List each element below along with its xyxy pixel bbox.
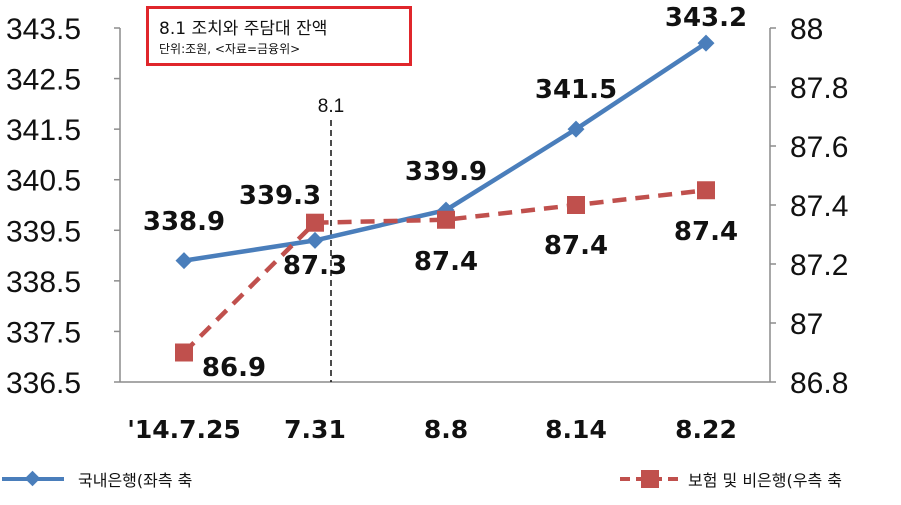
- right-tick-label: 88: [790, 13, 823, 46]
- legend-item-insurance: 보험 및 비은행(우측 축: [618, 465, 842, 493]
- data-label-insurance: 86.9: [202, 353, 266, 383]
- data-point-banks: [697, 34, 715, 52]
- data-label-banks: 339.3: [239, 181, 321, 211]
- x-tick-label: 8.22: [675, 415, 737, 444]
- legend-marker-diamond: [2, 470, 64, 487]
- data-point-insurance: [437, 210, 455, 229]
- series-line-insurance: [182, 188, 707, 355]
- x-tick-label: '14.7.25: [127, 415, 241, 444]
- chart-subtitle: 단위:조원, <자료=금융위>: [159, 42, 301, 56]
- data-label-banks: 341.5: [535, 75, 617, 105]
- data-point-banks: [306, 231, 324, 249]
- data-label-insurance: 87.3: [283, 251, 347, 281]
- data-point-insurance: [175, 343, 193, 362]
- left-tick-label: 341.5: [6, 114, 81, 147]
- x-tick-label: 8.8: [424, 415, 468, 444]
- right-tick-label: 87.2: [790, 249, 848, 282]
- legend-item-banks: 국내은행(좌측 축: [0, 465, 192, 493]
- annotation-8-1: 8.1: [318, 96, 344, 382]
- right-tick-label: 87.4: [790, 190, 848, 223]
- annotation-label: 8.1: [318, 96, 344, 117]
- chart-series: [175, 34, 715, 362]
- data-label-banks: 338.9: [143, 207, 225, 237]
- data-label-banks: 339.9: [405, 157, 487, 187]
- right-tick-label: 87.6: [790, 131, 848, 164]
- left-tick-label: 339.5: [6, 215, 81, 248]
- left-tick-label: 342.5: [6, 64, 81, 97]
- data-point-insurance: [306, 213, 324, 232]
- chart-title-box: 8.1 조치와 주담대 잔액 단위:조원, <자료=금융위>: [146, 6, 412, 66]
- right-tick-label: 87: [790, 308, 823, 341]
- data-label-insurance: 87.4: [544, 231, 608, 261]
- legend-marker-square: [620, 470, 680, 488]
- data-label-insurance: 87.4: [674, 217, 738, 247]
- left-tick-label: 337.5: [6, 316, 81, 349]
- left-tick-label: 343.5: [6, 13, 81, 46]
- data-label-insurance: 87.4: [414, 247, 478, 277]
- left-tick-label: 340.5: [6, 165, 81, 198]
- data-point-insurance: [567, 196, 585, 214]
- data-point-insurance: [697, 181, 715, 200]
- right-tick-label: 87.8: [790, 72, 848, 105]
- x-tick-label: 7.31: [284, 415, 346, 444]
- legend-label-banks: 국내은행(좌측 축: [78, 471, 193, 490]
- x-tick-label: 8.14: [545, 415, 607, 444]
- right-tick-label: 86.8: [790, 367, 848, 400]
- left-tick-label: 336.5: [6, 367, 81, 400]
- left-tick-label: 338.5: [6, 266, 81, 299]
- legend-label-insurance: 보험 및 비은행(우측 축: [688, 471, 842, 490]
- chart-axes: 336.5 337.5 338.5 339.5 340.5 341.5 342.5 343.5…: [6, 13, 848, 444]
- data-point-banks: [175, 252, 193, 270]
- chart-title: 8.1 조치와 주담대 잔액: [159, 19, 328, 39]
- data-label-banks: 343.2: [665, 3, 747, 33]
- chart-data-labels: 338.9 339.3 339.9 341.5 343.2 86.9 87.3 87.4 87.…: [143, 3, 747, 383]
